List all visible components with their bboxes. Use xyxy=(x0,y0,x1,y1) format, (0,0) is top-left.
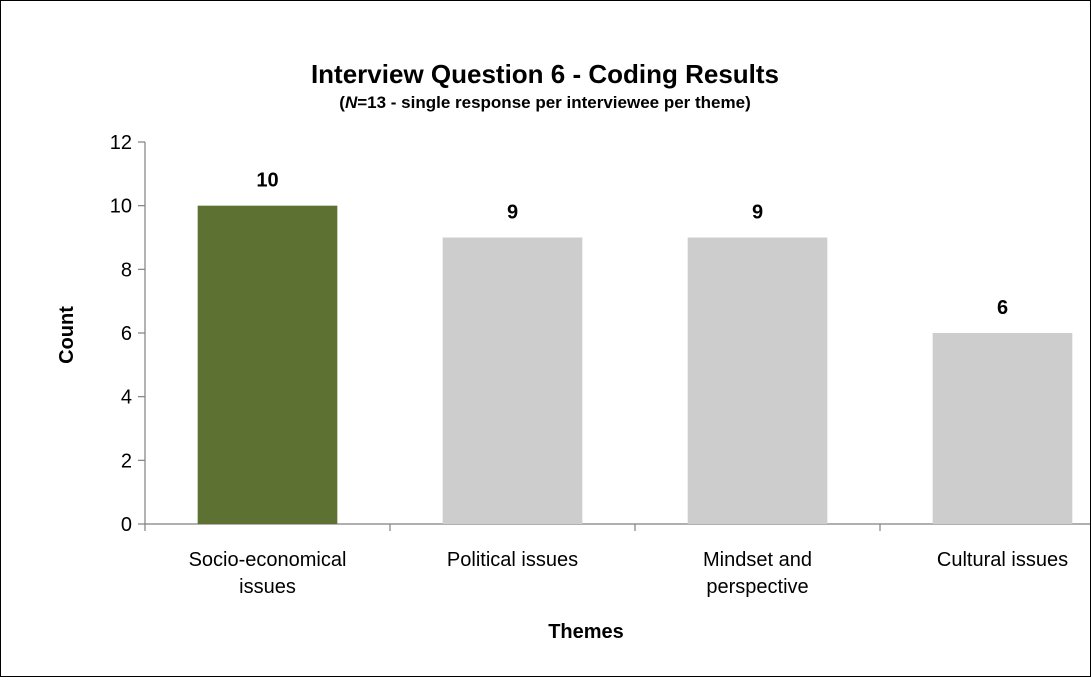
category-label: Cultural issues xyxy=(937,549,1068,571)
data-label: 9 xyxy=(507,202,518,224)
category-label-line: Cultural issues xyxy=(937,549,1068,571)
y-tick-label: 6 xyxy=(121,323,132,345)
category-label: Political issues xyxy=(447,549,578,571)
category-label-line: perspective xyxy=(706,576,808,598)
bars-group xyxy=(197,205,1073,524)
subtitle-italic: N xyxy=(345,93,358,112)
bar xyxy=(442,237,583,524)
category-label-line: Political issues xyxy=(447,549,578,571)
y-tick-label: 0 xyxy=(121,514,132,536)
y-axis-label: Count xyxy=(56,306,78,364)
x-axis-label: Themes xyxy=(548,621,624,643)
category-label: Socio-economical issues xyxy=(189,549,347,598)
y-tick-label: 12 xyxy=(110,132,132,154)
y-tick-label: 4 xyxy=(121,387,132,409)
bar xyxy=(687,237,828,524)
y-tick-label: 2 xyxy=(121,450,132,472)
category-label-line: Mindset and xyxy=(703,549,812,571)
subtitle-prefix: ( xyxy=(339,93,345,112)
subtitle-rest: =13 - single response per interviewee pe… xyxy=(357,93,751,112)
data-label: 10 xyxy=(256,170,278,192)
bar xyxy=(932,333,1073,524)
category-label-line: issues xyxy=(239,576,296,598)
category-label: Mindset and perspective xyxy=(703,549,812,598)
category-label-line: Socio-economical xyxy=(189,549,347,571)
bar xyxy=(197,205,338,524)
labels-group: 10 Socio-economical issues 9 Political issue… xyxy=(189,170,1069,598)
data-label: 6 xyxy=(997,297,1008,319)
chart-title: Interview Question 6 - Coding Results xyxy=(311,59,779,89)
data-label: 9 xyxy=(752,202,763,224)
y-tick-label: 8 xyxy=(121,259,132,281)
y-tick-label: 10 xyxy=(110,196,132,218)
chart-subtitle: (N=13 - single response per interviewee … xyxy=(339,93,750,112)
